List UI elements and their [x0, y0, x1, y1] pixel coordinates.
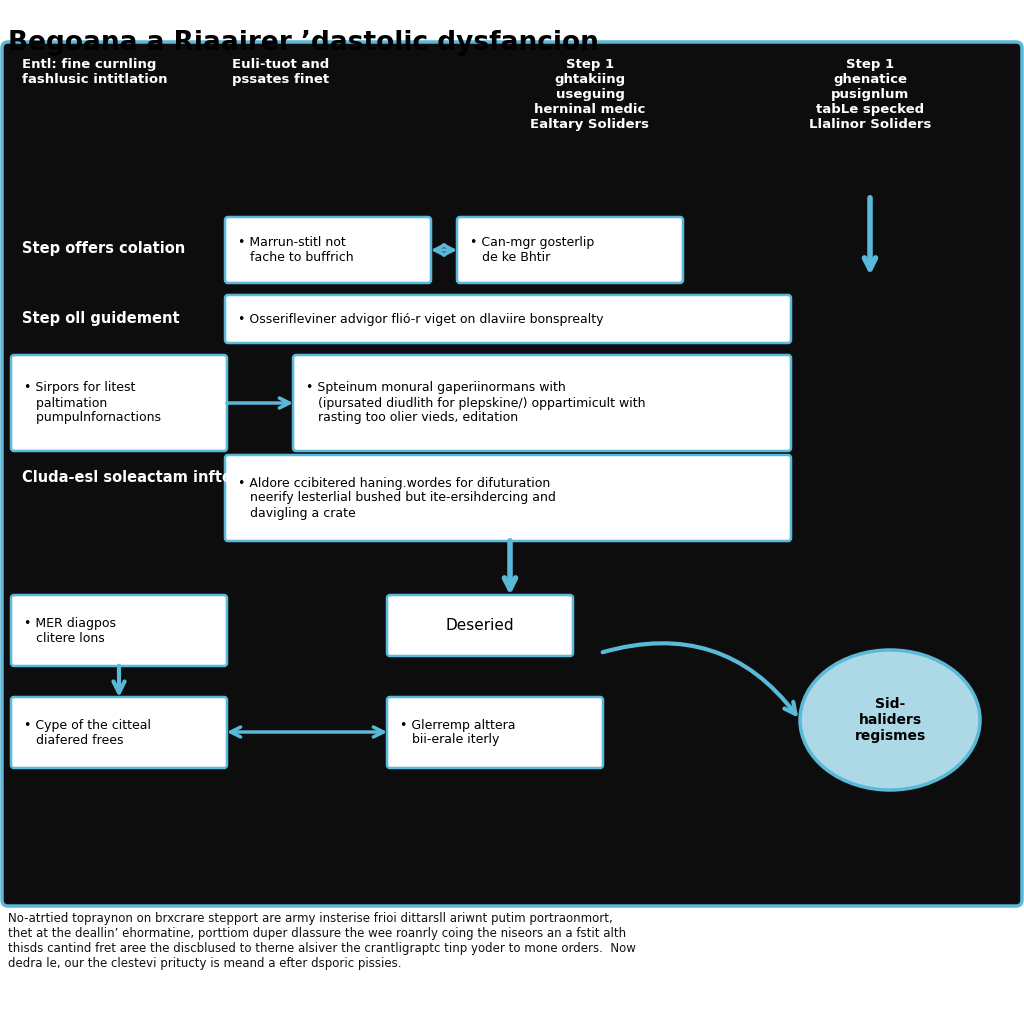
Text: • Sirpors for litest
   paltimation
   pumpulnfornactions: • Sirpors for litest paltimation pumpuln… — [24, 382, 161, 425]
FancyBboxPatch shape — [11, 355, 227, 451]
FancyBboxPatch shape — [11, 595, 227, 666]
Text: Step 1
ghenatice
pusignlum
tabLe specked
Llalinor Soliders: Step 1 ghenatice pusignlum tabLe specked… — [809, 58, 931, 131]
Text: • Glerremp alttera
   bii-erale iterly: • Glerremp alttera bii-erale iterly — [400, 719, 515, 746]
Text: • Aldore ccibitered haning.wordes for difuturation
   neerify lesterlial bushed : • Aldore ccibitered haning.wordes for di… — [238, 476, 556, 519]
Text: • Spteinum monural gaperiinormans with
   (ipursated diudlith for plepskine/) op: • Spteinum monural gaperiinormans with (… — [306, 382, 645, 425]
FancyBboxPatch shape — [457, 217, 683, 283]
Text: Begoana a Riaairer ’dastolic dysfancion: Begoana a Riaairer ’dastolic dysfancion — [8, 30, 599, 56]
Text: Step offers colation: Step offers colation — [22, 241, 185, 256]
FancyBboxPatch shape — [11, 697, 227, 768]
FancyBboxPatch shape — [387, 595, 573, 656]
FancyBboxPatch shape — [225, 455, 791, 541]
Text: Step 1
ghtakiing
useguing
herninal medic
Ealtary Soliders: Step 1 ghtakiing useguing herninal medic… — [530, 58, 649, 131]
Text: Euli-tuot and
pssates finet: Euli-tuot and pssates finet — [232, 58, 330, 86]
Text: Sid-
haliders
regismes: Sid- haliders regismes — [854, 696, 926, 743]
Text: • Osserifleviner advigor flió-r viget on dlaviire bonsprealty: • Osserifleviner advigor flió-r viget on… — [238, 312, 603, 326]
Text: • Marrun-stitl not
   fache to buffrich: • Marrun-stitl not fache to buffrich — [238, 236, 353, 264]
FancyBboxPatch shape — [225, 217, 431, 283]
Text: Deseried: Deseried — [445, 618, 514, 633]
Text: Cluda-esl soleactam infter auclitines: Cluda-esl soleactam infter auclitines — [22, 470, 325, 485]
FancyBboxPatch shape — [225, 295, 791, 343]
Text: • Can-mgr gosterlip
   de ke Bhtir: • Can-mgr gosterlip de ke Bhtir — [470, 236, 594, 264]
Text: Step oll guidement: Step oll guidement — [22, 310, 179, 326]
Text: • Cype of the citteal
   diafered frees: • Cype of the citteal diafered frees — [24, 719, 151, 746]
FancyBboxPatch shape — [2, 42, 1022, 906]
FancyBboxPatch shape — [387, 697, 603, 768]
Text: • MER diagpos
   clitere lons: • MER diagpos clitere lons — [24, 616, 116, 644]
FancyBboxPatch shape — [293, 355, 791, 451]
Text: Entl: fine curnling
fashlusic intitlation: Entl: fine curnling fashlusic intitlatio… — [22, 58, 168, 86]
Text: No-atrtied topraynon on brxcrare stepport are army insterise frioi dittarsll ari: No-atrtied topraynon on brxcrare steppor… — [8, 912, 636, 970]
Ellipse shape — [800, 650, 980, 790]
